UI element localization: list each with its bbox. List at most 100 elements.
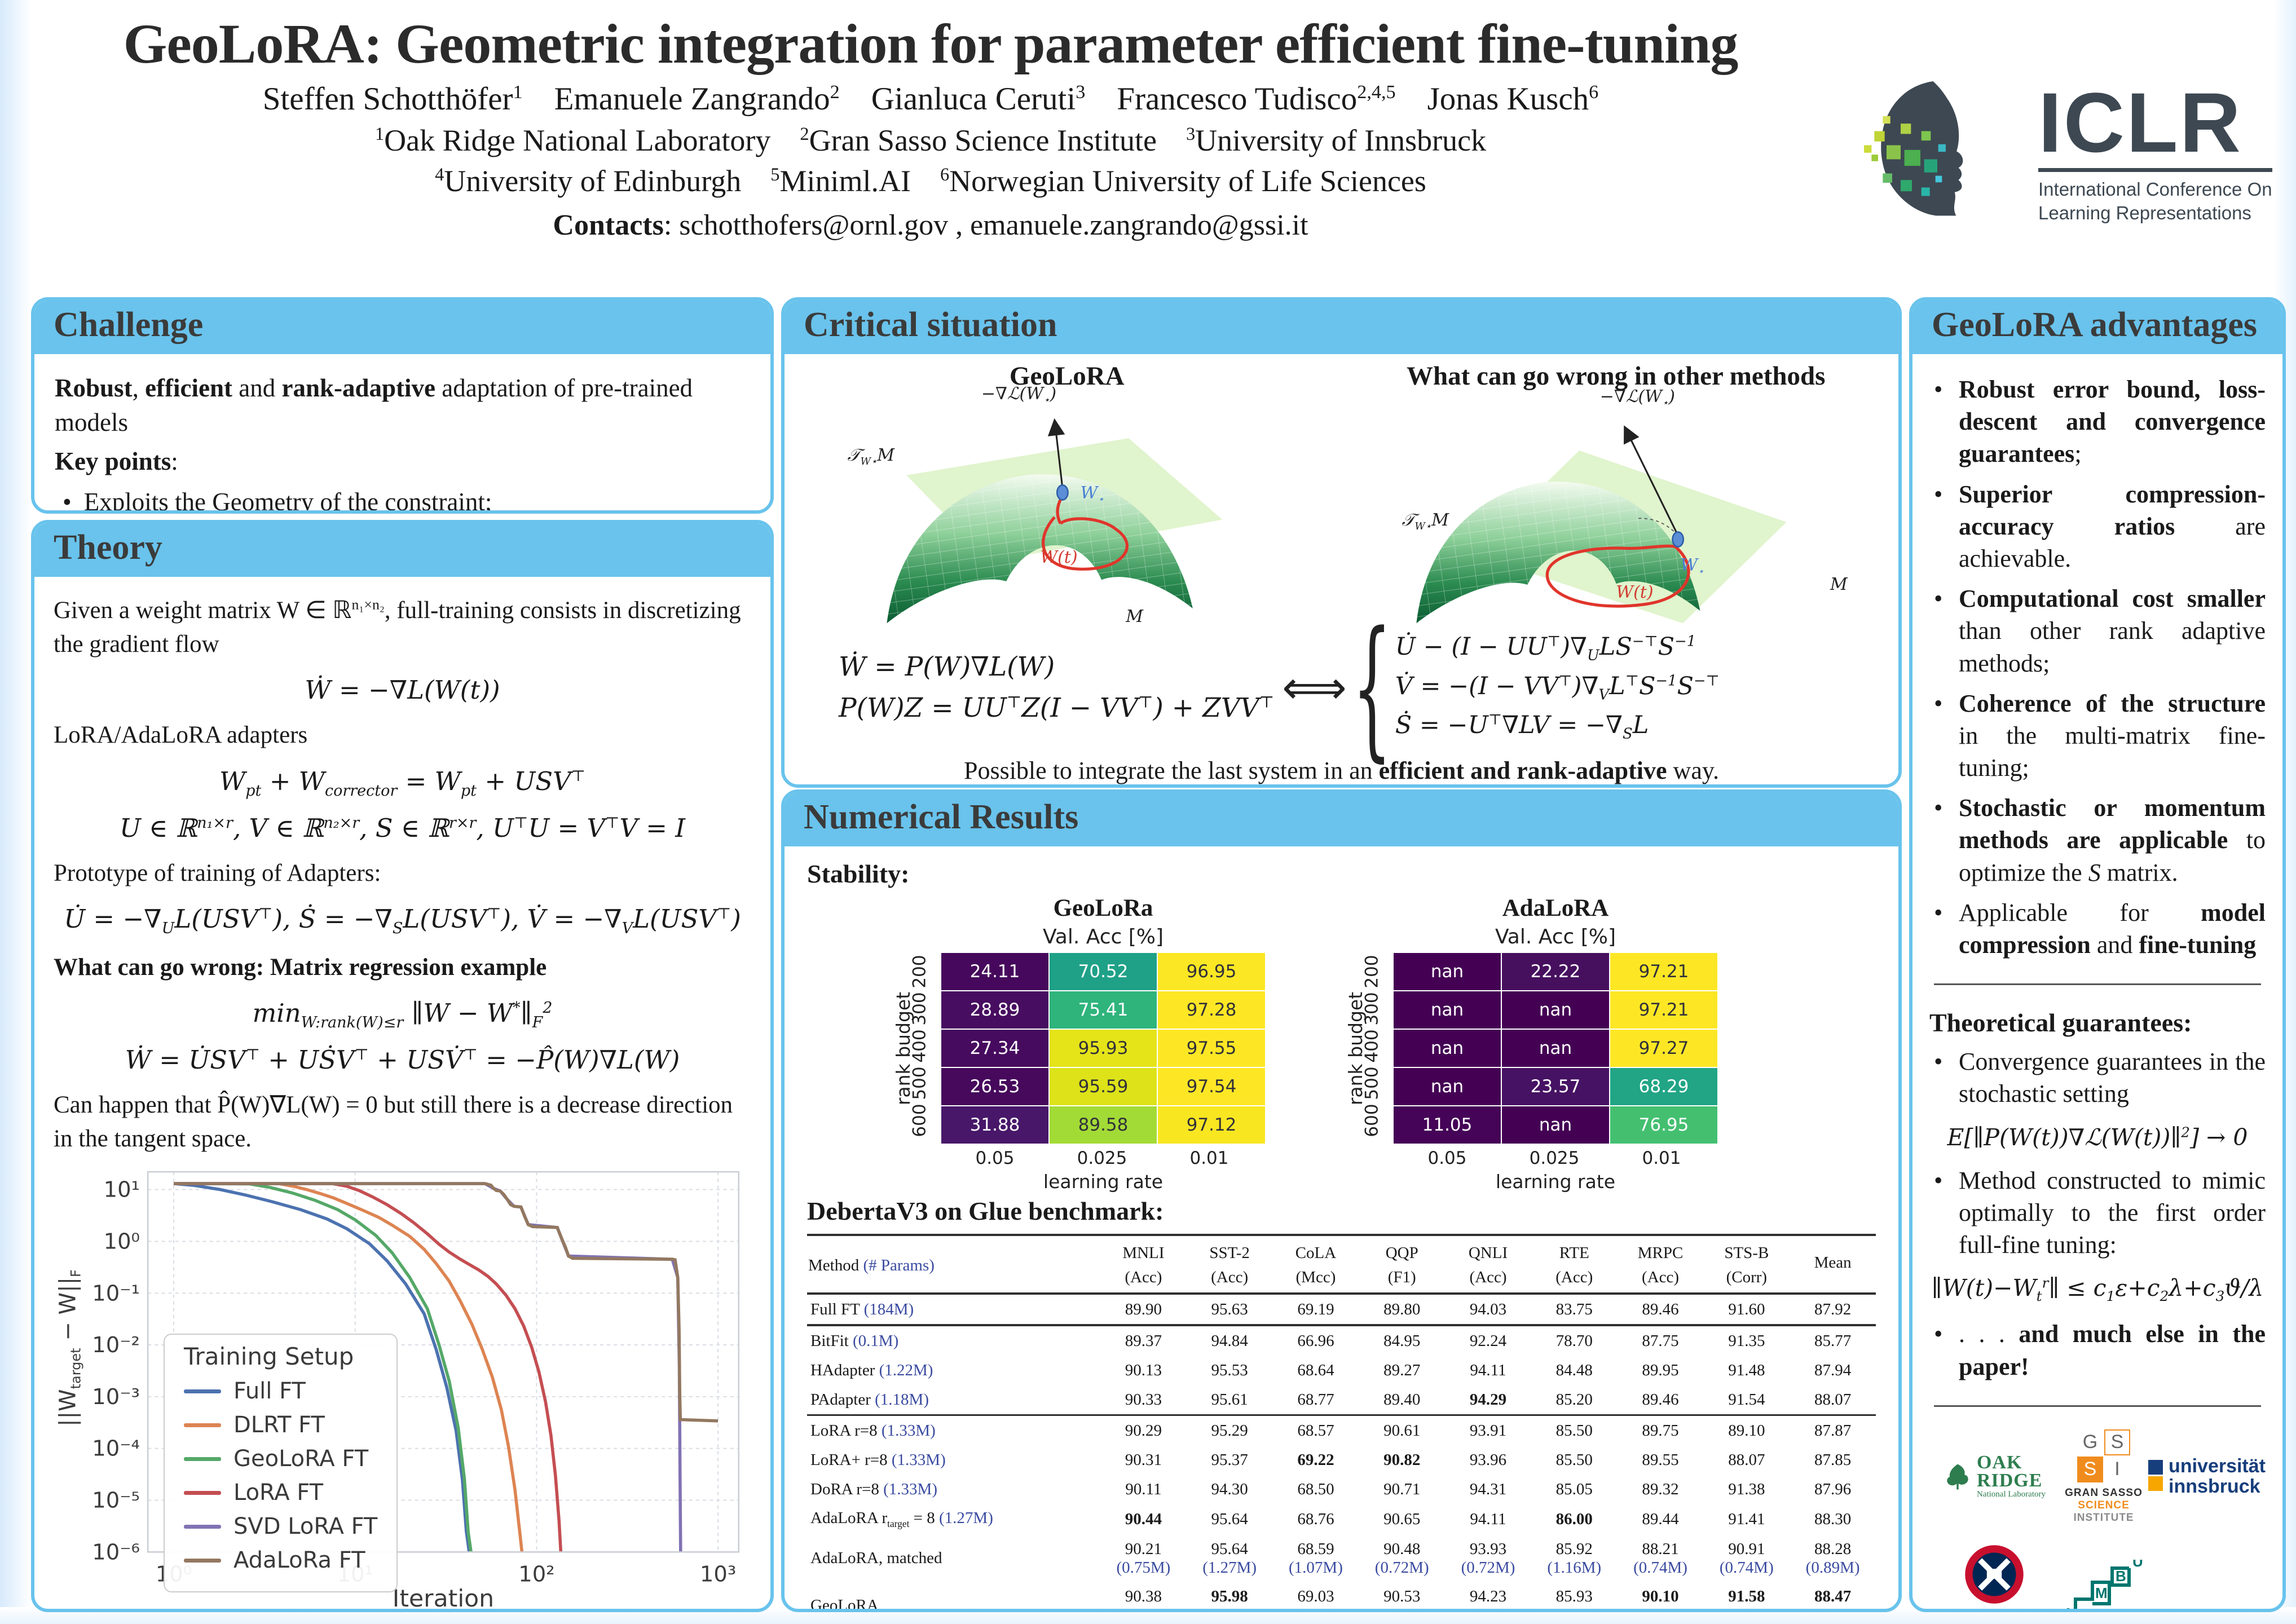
legend-label: Full FT <box>233 1378 306 1405</box>
legend-label: LoRA FT <box>233 1480 324 1506</box>
system-equation: Ṡ = −U⊤∇LV = −∇SL <box>1395 711 1649 743</box>
heatmap-x-axis-label: learning rate <box>1043 1171 1164 1193</box>
table-header-row: Method (# Params) MNLI (Acc) SST-2 (Acc) C… <box>807 1236 1876 1295</box>
oak-leaf-icon <box>1947 1464 1968 1490</box>
challenge-line-2: Key points: <box>55 447 178 475</box>
oak-ridge-logo: OAK RIDGE National Laboratory <box>1943 1453 2046 1500</box>
poster-header: GeoLoRA: Geometric integration for param… <box>0 6 1861 242</box>
heatmap-cell: 11.05 <box>1394 1106 1501 1144</box>
authors-line: Steffen Schotthöfer1 Emanuele Zangrando2 G… <box>0 81 1861 117</box>
contacts-line: Contacts: schotthofers@ornl.gov , emanue… <box>0 209 1861 242</box>
critical-caption: Possible to integrate the last system in… <box>963 756 1719 784</box>
legend-label: DLRT FT <box>233 1412 325 1438</box>
heatmap-subtitle: Val. Acc [%] <box>1495 925 1616 948</box>
theory-what-can-go-wrong: What can go wrong: Matrix regression exa… <box>54 954 547 981</box>
critical-situation-panel: Critical situation GeoLoRA <box>781 297 1902 788</box>
affiliation: 5Miniml.AI <box>770 164 911 198</box>
trajectory-label: W(t) <box>1040 548 1078 568</box>
heatmap-cell: 27.34 <box>941 1030 1048 1067</box>
section-title-advantages: GeoLoRA advantages <box>1912 301 2282 354</box>
chart-y-axis-label: ||Wtarget − W||F <box>55 1269 84 1427</box>
advantage-bullet: Applicable for model compression and fin… <box>1929 897 2266 961</box>
heatmap-cell: 76.95 <box>1610 1106 1717 1144</box>
table-header-method: Method (# Params) <box>808 1256 935 1274</box>
heatmap-y-tick: 200 <box>910 955 931 988</box>
svg-text:Iteration: Iteration <box>393 1585 494 1612</box>
legend-line-swatch <box>184 1423 221 1427</box>
table-header-col: QNLI (Acc) <box>1468 1244 1508 1286</box>
heatmap-cell: 24.11 <box>941 953 1048 990</box>
chart-legend: Training Setup Full FT DLRT FT <box>164 1334 398 1593</box>
heatmap-cell: 95.93 <box>1050 1030 1157 1067</box>
innsbruck-logo: universität innsbruck <box>2148 1456 2266 1497</box>
svg-text:10¹: 10¹ <box>104 1177 140 1203</box>
heatmap-y-tick: 500 <box>910 1066 931 1100</box>
table-row: AdaLoRA rtarget = 8 (1.27M) 90.44 95.64 6… <box>810 1509 1852 1529</box>
advantages-bullets: Robust error bound, loss-descent and con… <box>1929 373 2266 961</box>
table-row: Full FT (184M) 89.90 95.63 69.19 89.80 94.… <box>810 1300 1852 1318</box>
figure-title: What can go wrong in other methods <box>1407 361 1826 391</box>
theory-adapters: LoRA/AdaLoRA adapters <box>54 722 308 749</box>
affiliations-line-1: 1Oak Ridge National Laboratory 2Gran Sass… <box>0 123 1861 158</box>
contacts-emails: : schotthofers@ornl.gov , emanuele.zangr… <box>663 209 1308 241</box>
heatmap-cell: 97.54 <box>1158 1068 1265 1105</box>
iclr-acronym: ICLR <box>2038 80 2272 173</box>
figure-title: GeoLoRA <box>1009 361 1125 391</box>
guarantee-bullet-1: Convergence guarantees in the stochastic… <box>1929 1045 2266 1110</box>
advantage-bullet: Robust error bound, loss-descent and con… <box>1929 373 2266 470</box>
table-header-col: QQP (F1) <box>1385 1244 1418 1286</box>
heatmap-x-tick: 0.025 <box>1077 1148 1127 1168</box>
heatmap-title: GeoLoRa <box>1053 895 1153 921</box>
iff-symbol: ⟺ <box>1282 661 1347 714</box>
svg-text:10⁰: 10⁰ <box>104 1229 140 1255</box>
prototype-equation: U̇ = −∇UL(USV⊤), Ṡ = −∇SL(USV⊤), V̇ = −∇… <box>64 903 741 937</box>
legend-item: Full FT <box>184 1378 377 1404</box>
numerical-results-panel: Numerical Results Stability: GeoLoRa Val… <box>781 789 1902 1612</box>
tangent-space-label: 𝒯W⋆M <box>1402 510 1449 532</box>
challenge-bullets: Exploits the Geometry of the constraint;… <box>55 483 750 510</box>
advantage-bullet: Stochastic or momentum methods are appli… <box>1929 792 2266 889</box>
table-row: GeoLoRA 90.38 (0.7M)95.98 (1.17M) 69.03 … <box>810 1587 1860 1612</box>
heatmap-cell: nan <box>1502 991 1609 1029</box>
heatmap-y-tick: 600 <box>910 1104 931 1137</box>
projected-gradient-equation: Ẇ = P(W)∇L(W) <box>839 651 1055 683</box>
table-header-col: CoLA (Mcc) <box>1295 1244 1337 1286</box>
svg-text:10⁻¹: 10⁻¹ <box>92 1281 140 1307</box>
theory-tangent-note: Can happen that P̂(W)∇L(W) = 0 but still… <box>54 1091 733 1153</box>
heatmap-cell: 97.21 <box>1610 953 1717 990</box>
advantage-bullet: Coherence of the structure in the multi-… <box>1929 687 2266 784</box>
advantage-bullet: Superior compression-accuracy ratios are… <box>1929 478 2266 575</box>
heatmap-cell: 96.95 <box>1158 953 1265 990</box>
table-header-col: STS-B (Corr) <box>1724 1244 1769 1286</box>
divider <box>1934 983 2261 986</box>
heatmap-cell: nan <box>1502 1030 1609 1067</box>
heatmap-cell: 89.58 <box>1050 1106 1157 1144</box>
heatmap-cell: nan <box>1394 1068 1501 1105</box>
edinburgh-crest-icon <box>1965 1544 2024 1604</box>
critical-equations: Ẇ = P(W)∇L(W) P(W)Z = UU⊤Z(I − VV⊤) + ZV… <box>799 599 1884 776</box>
page-edge-left <box>0 0 31 1624</box>
section-title-critical: Critical situation <box>785 301 1898 354</box>
svg-text:10³: 10³ <box>700 1562 736 1587</box>
legend-line-swatch <box>184 1524 221 1529</box>
iclr-logo: ICLR International Conference On Learning… <box>1856 65 2284 240</box>
svg-text:B: B <box>2116 1568 2126 1585</box>
table-header-col: SST-2 (Acc) <box>1209 1244 1250 1286</box>
theory-panel: Theory Given a weight matrix W ∈ ℝn₁×n₂,… <box>31 520 774 1612</box>
legend-line-swatch <box>184 1457 221 1461</box>
heatmap-y-tick: 300 <box>910 992 931 1026</box>
adapter-equation: Wpt + Wcorrector = Wpt + USV⊤ <box>219 766 585 800</box>
author: Emanuele Zangrando2 <box>554 81 840 117</box>
svg-text:10²: 10² <box>518 1562 554 1587</box>
tangent-space-label: 𝒯W⋆M <box>847 445 894 468</box>
optimum-point-label: W⋆ <box>1080 483 1104 505</box>
heatmap-cell: 95.59 <box>1050 1068 1157 1105</box>
table-header-col: MNLI (Acc) <box>1122 1244 1165 1286</box>
heatmap-x-tick: 0.01 <box>1189 1148 1229 1168</box>
heatmap-x-tick: 0.01 <box>1642 1148 1681 1168</box>
projected-flow-equation: Ẇ = U̇SV⊤ + UṠV⊤ + USV̇⊤ = −P̂(W)∇L(W) <box>125 1044 680 1075</box>
system-brace: { <box>1352 599 1392 776</box>
heatmap-y-tick: 500 <box>1362 1066 1383 1100</box>
geolora-manifold-figure: GeoLoRA <box>799 360 1335 628</box>
